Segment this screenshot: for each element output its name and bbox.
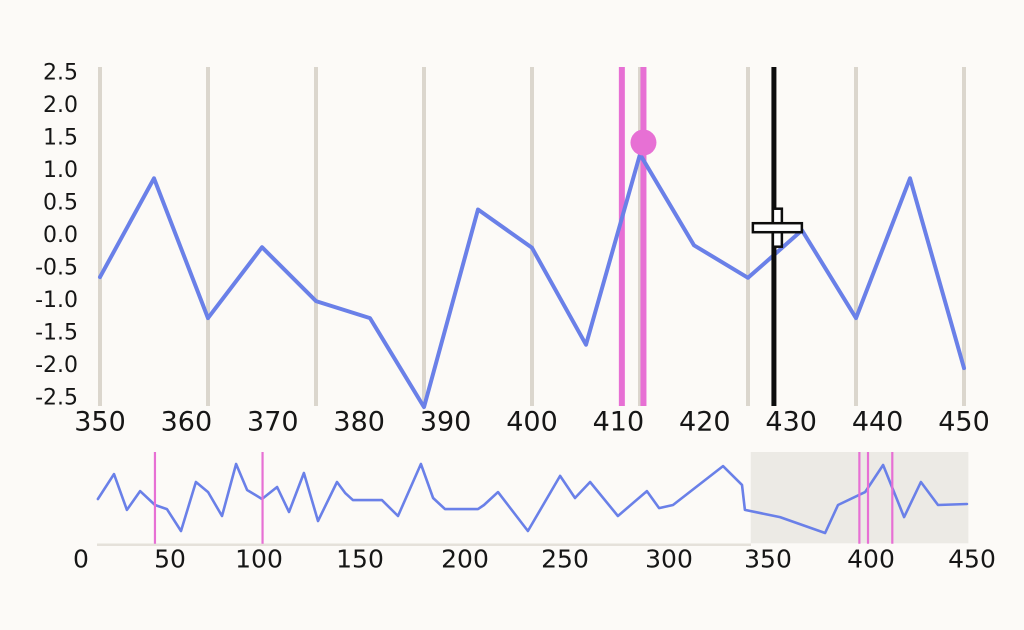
overview-x-axis-labels: 0 50 100 150 200 250 300 350 400 450 [73, 545, 996, 574]
y-tick-label: 2.0 [43, 93, 78, 118]
series-polyline [98, 152, 966, 410]
main-series-line [98, 152, 966, 410]
y-tick-label: 0.5 [43, 191, 78, 216]
y-tick-label: 2.5 [43, 61, 78, 86]
y-tick-label: -1.0 [35, 288, 78, 313]
annotation-point-marker[interactable] [630, 129, 657, 156]
x-tick-label: 370 [247, 407, 299, 438]
overview-x-tick-label: 400 [847, 545, 895, 574]
x-tick-label: 390 [420, 407, 472, 438]
x-tick-label: 360 [161, 407, 213, 438]
main-annotation-vlines[interactable] [618, 67, 647, 406]
x-tick-label: 400 [506, 407, 558, 438]
overview-series-line [96, 462, 969, 535]
overview-x-tick-label: 50 [154, 545, 186, 574]
y-tick-label: 1.5 [43, 126, 78, 151]
x-tick-label: 440 [852, 407, 904, 438]
y-tick-label: -2.5 [35, 386, 78, 411]
y-tick-label: 1.0 [43, 158, 78, 183]
main-gridlines [98, 67, 966, 406]
overview-x-tick-label: 100 [235, 545, 283, 574]
overview-x-tick-label: 300 [645, 545, 693, 574]
x-tick-label: 430 [765, 407, 817, 438]
overview-x-tick-label: 450 [948, 545, 996, 574]
overview-x-tick-label: 150 [336, 545, 384, 574]
main-annotation-dot[interactable] [630, 129, 657, 156]
main-y-axis-labels: 2.5 2.0 1.5 1.0 0.5 0.0 -0.5 -1.0 -1.5 -2.0 -2.5 [35, 61, 78, 411]
overview-series-polyline [96, 462, 969, 535]
overview-annotation-vlines[interactable] [153, 452, 894, 544]
crosshair-horizontal-bar [751, 221, 804, 234]
x-tick-label: 350 [74, 407, 126, 438]
x-tick-label: 410 [593, 407, 645, 438]
overview-x-tick-label: 250 [541, 545, 589, 574]
overview-x-tick-label: 200 [441, 545, 489, 574]
y-tick-label: -0.5 [35, 256, 78, 281]
y-tick-label: -2.0 [35, 353, 78, 378]
y-tick-label: -1.5 [35, 321, 78, 346]
overview-chart[interactable]: 0 50 100 150 200 250 300 350 400 450 [73, 452, 996, 574]
x-tick-label: 420 [679, 407, 731, 438]
x-tick-label: 380 [333, 407, 385, 438]
overview-x-tick-label: 0 [73, 545, 89, 574]
y-tick-label: 0.0 [43, 223, 78, 248]
crosshair-cursor-icon[interactable] [751, 207, 804, 248]
main-chart[interactable]: 2.5 2.0 1.5 1.0 0.5 0.0 -0.5 -1.0 -1.5 -2.0 -2.5 3… [35, 61, 990, 438]
x-tick-label: 450 [938, 407, 990, 438]
overview-x-tick-label: 350 [744, 545, 792, 574]
main-x-axis-labels: 350 360 370 380 390 400 410 420 430 440 450 [74, 407, 990, 438]
